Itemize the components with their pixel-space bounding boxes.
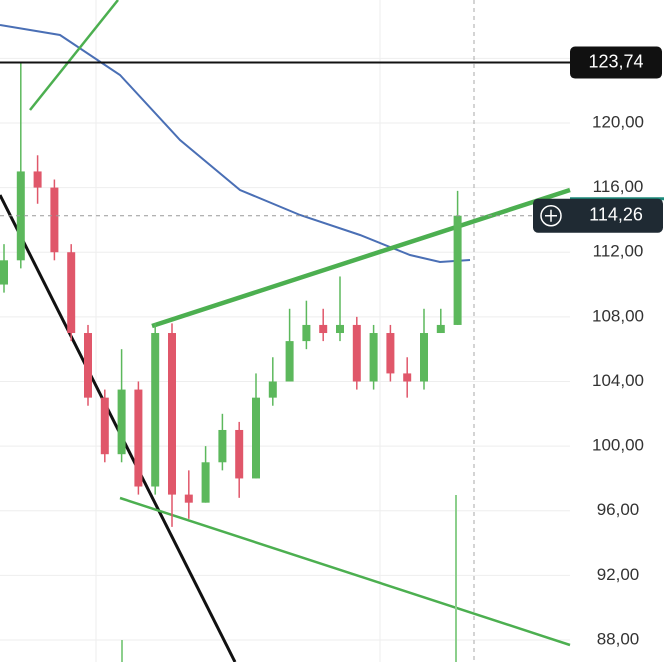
trend-line (0, 194, 237, 662)
trend-line (29, 0, 119, 111)
candle-body (386, 333, 395, 374)
candle-body (50, 187, 59, 253)
trend-line (119, 496, 571, 647)
grid (0, 57, 570, 641)
y-tick-label: 88,00 (597, 630, 640, 649)
moving-average (0, 24, 471, 264)
candle-body (84, 333, 92, 398)
candle-body (16, 171, 25, 261)
candle-body (33, 171, 42, 188)
candle-body (285, 341, 294, 382)
y-tick-label: 112,00 (593, 242, 644, 261)
y-tick-label: 120,00 (592, 112, 644, 131)
candles (0, 62, 462, 527)
candle-body (134, 389, 143, 487)
candle-body (201, 462, 210, 503)
last-price-box (533, 198, 663, 233)
candle-body (0, 260, 8, 285)
add-button (540, 204, 562, 227)
candle-body (184, 494, 193, 503)
candle-body (235, 429, 244, 479)
candle-body (168, 333, 176, 495)
last-price-label: 114,26 (589, 204, 643, 224)
y-tick-label: 92,00 (597, 565, 640, 584)
candle-body (436, 324, 445, 334)
candle-body (319, 324, 328, 334)
candle-body (67, 252, 76, 334)
candle-body (218, 429, 227, 463)
candle-body (369, 333, 378, 382)
y-tick-label: 104,00 (592, 371, 644, 390)
level-label-box (570, 46, 662, 79)
candle-body (420, 333, 428, 382)
candle-body (151, 333, 160, 487)
y-tick-label: 100,00 (592, 436, 644, 455)
level-label: 123,74 (588, 51, 643, 71)
candle-body (100, 397, 109, 455)
trend-line (151, 187, 571, 329)
candle-body (252, 397, 260, 479)
y-tick-label: 96,00 (597, 500, 640, 519)
candle-body (352, 324, 361, 382)
price-labels: 88,00 92,00 96,00 100,00 104,00 108,00 112,00 1… (0, 46, 664, 649)
add-icon (545, 209, 557, 222)
candle-body (302, 324, 311, 342)
candle-body (453, 215, 462, 325)
y-tick-label: 116,00 (593, 177, 644, 196)
candle-body (336, 324, 344, 334)
candle-body (268, 381, 277, 398)
candle-body (403, 373, 412, 382)
y-tick-label: 108,00 (592, 306, 644, 325)
candle-body (117, 389, 126, 455)
